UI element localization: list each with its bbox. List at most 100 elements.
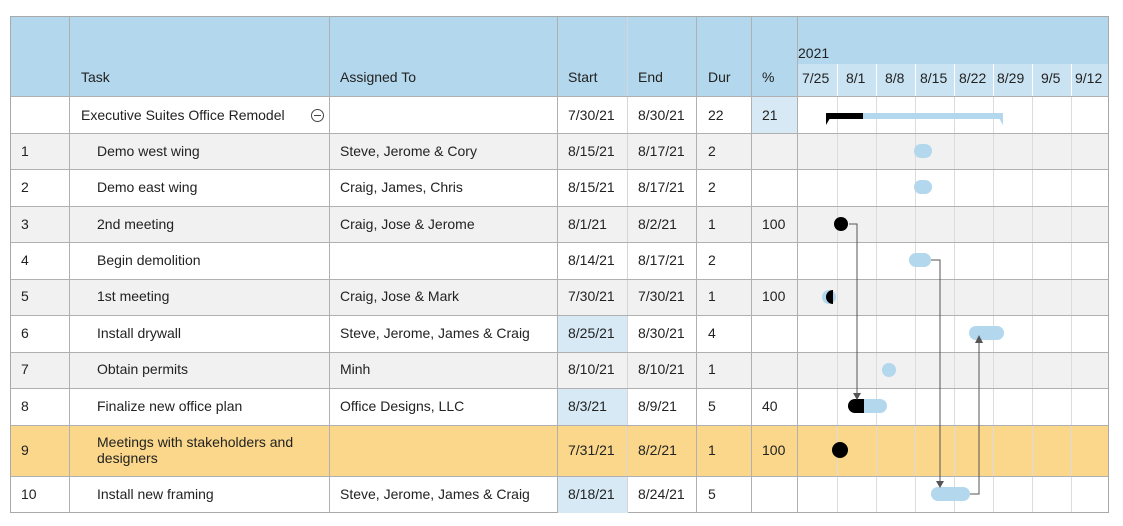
- row-number: 9: [21, 442, 29, 458]
- row-start[interactable]: 8/18/21: [568, 486, 615, 502]
- row-task[interactable]: Install drywall: [97, 325, 182, 341]
- row-dur[interactable]: 5: [708, 398, 716, 414]
- row-task[interactable]: Finalize new office plan: [97, 398, 243, 414]
- timeline-weeks-band: [798, 64, 1108, 96]
- timeline-gridline: [837, 96, 838, 512]
- row-pct[interactable]: 100: [762, 216, 786, 232]
- row-divider: [11, 476, 1108, 477]
- row-dur[interactable]: 1: [708, 361, 716, 377]
- row-end[interactable]: 7/30/21: [638, 288, 685, 304]
- row-start[interactable]: 8/14/21: [568, 252, 615, 268]
- row-end[interactable]: 8/2/21: [638, 216, 677, 232]
- start-cell-highlight: [558, 477, 628, 513]
- arrow-head-up: [975, 335, 983, 343]
- row-end[interactable]: 8/30/21: [638, 325, 685, 341]
- row-end[interactable]: 8/17/21: [638, 179, 685, 195]
- row-end[interactable]: 8/2/21: [638, 442, 677, 458]
- row-task[interactable]: 1st meeting: [97, 288, 170, 304]
- task-bar-progress: [848, 399, 864, 413]
- table-row[interactable]: [11, 279, 1108, 315]
- table-row[interactable]: [11, 352, 1108, 388]
- row-number: 5: [21, 288, 29, 304]
- week-label: 8/1: [846, 70, 866, 86]
- row-pct[interactable]: 100: [762, 442, 786, 458]
- timeline-gridline: [876, 96, 877, 512]
- summary-task[interactable]: Executive Suites Office Remodel: [81, 107, 285, 123]
- row-pct[interactable]: 40: [762, 398, 778, 414]
- row-end[interactable]: 8/24/21: [638, 486, 685, 502]
- column-divider: [329, 17, 330, 512]
- summary-pct[interactable]: 21: [762, 107, 778, 123]
- row-start[interactable]: 8/25/21: [568, 325, 615, 341]
- week-label: 9/5: [1041, 70, 1061, 86]
- row-end[interactable]: 8/9/21: [638, 398, 677, 414]
- row-assigned[interactable]: Craig, James, Chris: [340, 179, 463, 195]
- row-task[interactable]: Begin demolition: [97, 252, 201, 268]
- row-task[interactable]: Meetings with stakeholders and: [97, 434, 294, 450]
- row-start[interactable]: 7/30/21: [568, 288, 615, 304]
- row-dur[interactable]: 2: [708, 143, 716, 159]
- collapse-minus-icon[interactable]: [311, 109, 324, 122]
- column-divider: [627, 17, 628, 512]
- row-dur[interactable]: 2: [708, 252, 716, 268]
- column-divider: [557, 17, 558, 512]
- row-divider: [11, 315, 1108, 316]
- row-task[interactable]: 2nd meeting: [97, 216, 175, 232]
- row-divider: [11, 169, 1108, 170]
- row-divider: [11, 242, 1108, 243]
- row-assigned[interactable]: Craig, Jose & Jerome: [340, 216, 475, 232]
- row-task[interactable]: Obtain permits: [97, 361, 189, 377]
- header-percent[interactable]: %: [762, 69, 775, 85]
- timeline-gridline: [1032, 64, 1033, 96]
- summary-dur[interactable]: 22: [708, 107, 724, 123]
- row-end[interactable]: 8/17/21: [638, 252, 685, 268]
- row-pct[interactable]: 100: [762, 288, 786, 304]
- table-row[interactable]: [11, 206, 1108, 242]
- row-divider: [11, 388, 1108, 389]
- summary-bar: [827, 113, 1003, 119]
- row-dur[interactable]: 2: [708, 179, 716, 195]
- row-start[interactable]: 8/15/21: [568, 143, 615, 159]
- row-task[interactable]: Install new framing: [97, 486, 214, 502]
- row-dur[interactable]: 5: [708, 486, 716, 502]
- task-bar: [969, 326, 1004, 340]
- row-divider: [11, 206, 1108, 207]
- table-row-selected[interactable]: [11, 425, 1108, 476]
- task-bar: [914, 180, 932, 194]
- gantt-chart: [822, 113, 1004, 501]
- column-divider: [751, 17, 752, 512]
- row-divider: [11, 96, 1108, 97]
- row-start[interactable]: 8/10/21: [568, 361, 615, 377]
- start-cell-highlight: [558, 315, 628, 352]
- row-dur[interactable]: 1: [708, 216, 716, 232]
- summary-start[interactable]: 7/30/21: [568, 107, 615, 123]
- row-start[interactable]: 8/15/21: [568, 179, 615, 195]
- row-start[interactable]: 7/31/21: [568, 442, 615, 458]
- row-assigned[interactable]: Steve, Jerome, James & Craig: [340, 486, 530, 502]
- header-end[interactable]: End: [638, 69, 663, 85]
- row-assigned[interactable]: Steve, Jerome & Cory: [340, 143, 477, 159]
- summary-end[interactable]: 8/30/21: [638, 107, 685, 123]
- row-assigned[interactable]: Craig, Jose & Mark: [340, 288, 460, 304]
- row-task[interactable]: Demo west wing: [97, 143, 200, 159]
- row-end[interactable]: 8/17/21: [638, 143, 685, 159]
- row-task[interactable]: Demo east wing: [97, 179, 198, 195]
- row-task-line2[interactable]: designers: [97, 450, 158, 466]
- task-milestone-complete: [832, 442, 848, 458]
- header-task[interactable]: Task: [81, 69, 110, 85]
- row-dur[interactable]: 4: [708, 325, 716, 341]
- summary-bar-left-cap: [826, 113, 833, 125]
- header-dur[interactable]: Dur: [708, 69, 731, 85]
- row-dur[interactable]: 1: [708, 442, 716, 458]
- row-start[interactable]: 8/3/21: [568, 398, 607, 414]
- row-assigned[interactable]: Minh: [340, 361, 371, 377]
- row-number: 3: [21, 216, 29, 232]
- timeline-gridline: [993, 96, 994, 512]
- header-assigned-to[interactable]: Assigned To: [340, 69, 417, 85]
- row-assigned[interactable]: Office Designs, LLC: [340, 398, 465, 414]
- row-dur[interactable]: 1: [708, 288, 716, 304]
- row-end[interactable]: 8/10/21: [638, 361, 685, 377]
- row-start[interactable]: 8/1/21: [568, 216, 607, 232]
- header-start[interactable]: Start: [568, 69, 598, 85]
- row-assigned[interactable]: Steve, Jerome, James & Craig: [340, 325, 530, 341]
